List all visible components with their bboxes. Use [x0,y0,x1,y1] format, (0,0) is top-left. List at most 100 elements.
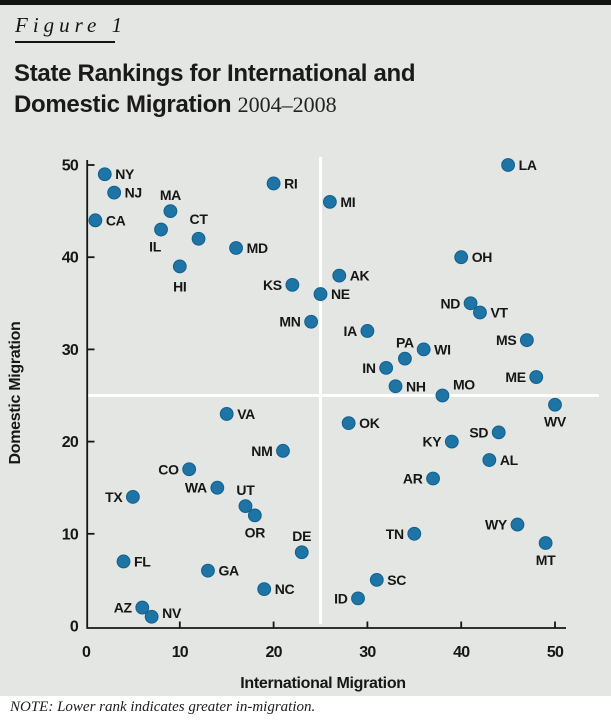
dot-MI [322,194,337,209]
label-SC: SC [387,572,406,588]
dot-AK [332,268,347,283]
y-tick-label: 50 [62,158,79,175]
label-CT: CT [190,211,209,227]
label-SD: SD [469,424,488,440]
label-MT: MT [536,552,556,568]
label-HI: HI [173,278,186,294]
label-AR: AR [403,470,423,486]
label-MA: MA [160,187,181,203]
axis-spines [86,160,566,629]
dot-MA [163,204,178,219]
dot-IL [154,222,168,237]
dot-NE [313,287,328,301]
label-IA: IA [343,323,357,339]
y-tick-label: 10 [62,526,79,543]
label-GA: GA [218,563,239,579]
label-IL: IL [149,239,162,255]
x-tick-label: 30 [359,644,376,661]
label-UT: UT [236,482,255,498]
dot-NH [388,379,403,394]
chart-title-period: 2004–2008 [237,92,337,117]
y-tick-label: 0 [70,619,79,636]
dot-WI [416,342,431,357]
label-MD: MD [247,240,268,256]
label-NV: NV [162,605,182,621]
dot-VA [219,407,234,421]
chart-title-line2: Domestic Migration [14,91,232,118]
x-tick-label: 10 [172,644,189,661]
label-MI: MI [340,194,355,210]
label-ND: ND [440,295,460,311]
dot-NY [97,167,112,182]
label-AK: AK [350,268,370,284]
dot-NC [257,582,272,597]
label-NJ: NJ [125,185,142,201]
dot-RI [266,176,281,191]
label-PA: PA [396,335,414,351]
label-OK: OK [359,415,380,431]
chart-title-line1: State Rankings for International and [14,60,416,87]
label-MN: MN [279,314,300,330]
label-RI: RI [284,175,297,191]
x-tick-label: 20 [265,644,282,661]
x-tick-label: 50 [547,644,564,661]
label-WV: WV [544,414,567,430]
dot-DE [294,545,309,560]
footnote: NOTE: Lower rank indicates greater in-mi… [10,699,316,715]
dot-MT [538,536,553,550]
label-AL: AL [500,452,519,468]
label-MS: MS [496,332,516,348]
dot-GA [201,563,215,578]
dot-OH [454,250,469,265]
dot-TN [407,526,422,541]
label-DE: DE [292,528,311,544]
label-AZ: AZ [114,600,133,616]
label-CO: CO [158,461,179,477]
label-MO: MO [453,377,475,393]
dot-IA [360,324,375,338]
label-WI: WI [434,341,451,357]
dot-ID [351,591,365,606]
label-LA: LA [519,157,537,173]
dot-OK [341,416,356,431]
label-TN: TN [386,526,404,542]
label-OH: OH [472,249,493,265]
x-tick-label: 0 [82,644,91,661]
dot-LA [501,158,516,172]
label-NY: NY [115,166,135,182]
top-rule [0,0,611,5]
y-tick-label: 20 [62,434,79,451]
chart-background-panel [0,0,611,696]
label-VA: VA [237,406,255,422]
dot-AL [482,453,497,467]
dot-KY [444,434,459,449]
y-axis-title: Domestic Migration [7,321,24,464]
dot-UT [238,499,253,514]
dot-NJ [107,185,122,200]
label-NE: NE [331,286,350,302]
label-NH: NH [406,378,426,394]
dot-AZ [135,600,150,615]
x-tick-label: 40 [453,644,470,661]
dot-CT [191,231,206,246]
dot-VT [473,305,487,320]
dot-AR [426,471,440,486]
dot-NM [276,443,290,458]
y-tick-label: 40 [62,250,79,267]
dot-CO [182,462,197,477]
label-FL: FL [134,553,151,569]
chart-title: State Rankings for International and Dom… [14,58,574,120]
migration-scatter-chart: 0 10 20 30 40 50 0 10 20 30 40 50 International Migr… [7,157,599,692]
dot-PA [398,351,412,366]
label-KS: KS [263,277,282,293]
dot-MS [519,333,534,348]
dot-SC [369,573,384,587]
label-NC: NC [275,581,295,597]
dot-TX [125,490,140,504]
label-VT: VT [490,305,508,321]
x-axis-title: International Migration [240,675,406,692]
label-OR: OR [245,524,266,540]
dot-MN [304,314,319,329]
label-TX: TX [105,489,123,505]
